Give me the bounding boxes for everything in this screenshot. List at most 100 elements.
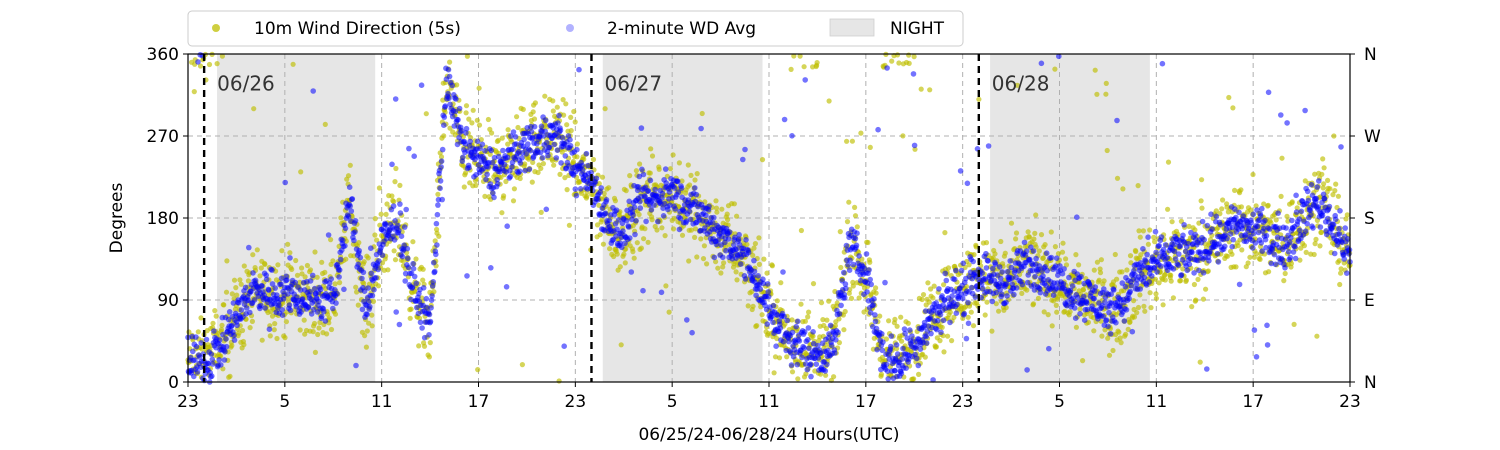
data-point [1063,256,1069,262]
data-point [487,181,494,187]
data-point [503,178,509,185]
data-point [1206,258,1212,264]
data-point [659,225,665,231]
data-point [460,154,466,161]
data-point [455,117,461,123]
data-point [470,107,476,113]
data-point [447,125,453,131]
data-point [234,322,240,329]
data-point [600,241,607,247]
data-point [765,293,772,300]
data-point [305,304,312,311]
data-point [909,333,915,339]
data-point [692,185,698,191]
data-point [435,191,441,197]
legend: 10m Wind Direction (5s) 2-minute WD Avg … [187,10,964,47]
data-point [222,349,228,355]
data-point [1160,302,1166,308]
data-point [355,261,362,268]
data-point [1255,229,1262,236]
data-point [424,304,430,311]
data-point [426,332,432,338]
data-point [554,147,561,153]
data-point [1233,214,1239,221]
data-point [1053,255,1060,261]
data-point [771,370,777,376]
data-point [1151,234,1157,240]
data-point [542,128,548,135]
data-point [464,53,470,59]
data-point [1290,249,1297,255]
data-point [1313,195,1319,202]
data-point [865,239,871,246]
data-point [346,184,353,190]
data-point [1302,107,1308,114]
data-point [806,345,812,352]
data-point [1144,251,1150,258]
legend-patch-night [829,18,875,37]
data-point [1097,270,1104,276]
data-point [926,299,932,305]
data-point [649,153,656,159]
data-point [574,154,580,160]
data-point [221,302,227,308]
data-point [1107,331,1114,337]
data-point [614,251,620,257]
data-point [893,342,900,348]
data-point [922,354,928,360]
data-point [298,309,304,315]
data-point [417,319,424,326]
data-point [927,314,934,321]
data-point [1113,319,1119,326]
data-point [612,198,619,204]
data-point [742,276,749,282]
data-point [377,222,383,228]
data-point [918,86,924,92]
data-point [623,188,629,194]
data-point [1265,202,1271,208]
data-point [1199,205,1205,211]
data-point [693,191,700,198]
data-point [499,210,505,216]
data-point [1146,279,1152,285]
data-point [920,292,927,298]
data-point [242,284,249,291]
data-point [677,215,684,222]
data-point [992,261,999,268]
data-point [419,325,425,331]
data-point [211,328,217,334]
data-point [484,171,490,178]
data-point [899,338,905,344]
data-point [643,218,649,225]
data-point [1013,285,1020,291]
data-point [1025,229,1031,235]
series-2min-wd-avg [185,52,1353,385]
data-point [943,277,950,284]
data-point [414,304,420,311]
data-point [482,148,488,154]
data-point [896,60,902,66]
data-point [1080,287,1087,293]
data-point [1275,210,1281,216]
data-point [1264,322,1270,329]
data-point [397,201,403,207]
data-point [778,280,784,286]
data-point [1271,251,1278,258]
data-point [764,270,770,276]
data-point [637,198,643,205]
data-point [1259,248,1266,254]
data-point [777,325,784,331]
data-point [621,251,627,257]
data-point [1282,270,1288,277]
data-point [903,365,909,372]
y-right-tick-label: E [1364,291,1375,311]
data-point [374,237,380,243]
day-marker-label: 06/27 [604,71,662,95]
data-point [754,323,760,329]
data-point [1077,311,1083,317]
data-point [473,182,479,188]
data-point [504,154,511,161]
data-point [1332,216,1339,223]
data-point [726,229,733,235]
data-point [1197,250,1204,257]
